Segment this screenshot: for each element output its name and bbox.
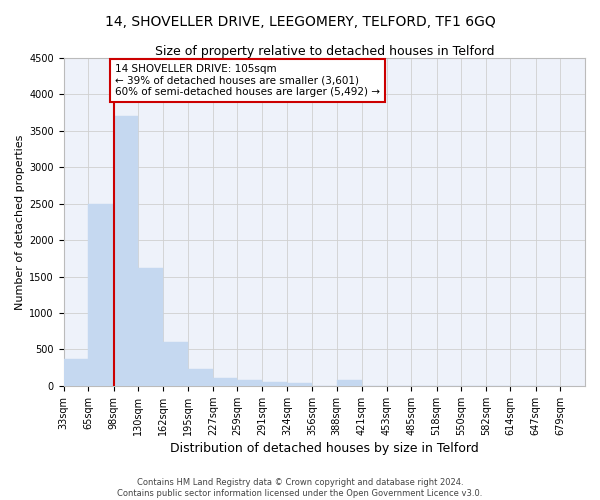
Text: 14, SHOVELLER DRIVE, LEEGOMERY, TELFORD, TF1 6GQ: 14, SHOVELLER DRIVE, LEEGOMERY, TELFORD,… xyxy=(104,15,496,29)
Bar xyxy=(64,359,88,386)
X-axis label: Distribution of detached houses by size in Telford: Distribution of detached houses by size … xyxy=(170,442,479,455)
Bar xyxy=(337,380,362,386)
Bar xyxy=(163,342,188,386)
Bar xyxy=(88,204,113,386)
Title: Size of property relative to detached houses in Telford: Size of property relative to detached ho… xyxy=(155,45,494,58)
Bar xyxy=(188,369,213,386)
Y-axis label: Number of detached properties: Number of detached properties xyxy=(15,134,25,310)
Bar xyxy=(238,380,262,386)
Bar xyxy=(113,116,138,386)
Bar xyxy=(262,382,287,386)
Bar xyxy=(138,268,163,386)
Text: Contains HM Land Registry data © Crown copyright and database right 2024.
Contai: Contains HM Land Registry data © Crown c… xyxy=(118,478,482,498)
Text: 14 SHOVELLER DRIVE: 105sqm
← 39% of detached houses are smaller (3,601)
60% of s: 14 SHOVELLER DRIVE: 105sqm ← 39% of deta… xyxy=(115,64,380,97)
Bar xyxy=(213,378,238,386)
Bar xyxy=(287,382,312,386)
